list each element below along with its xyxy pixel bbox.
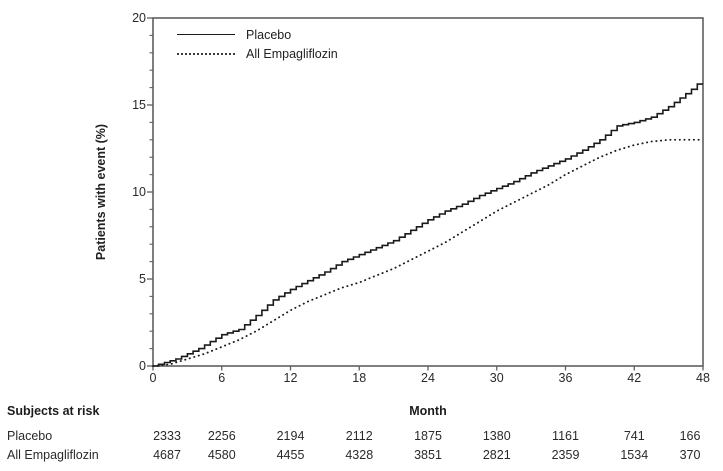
subjects-at-risk-heading: Subjects at risk [7, 404, 100, 418]
x-axis-title: Month [409, 404, 447, 418]
risk-count: 4580 [207, 448, 236, 462]
y-tick-label: 15 [132, 98, 146, 112]
risk-count: 1161 [552, 429, 579, 443]
risk-count: 2256 [207, 429, 236, 443]
x-tick-label: 48 [696, 371, 710, 385]
risk-count: 1380 [482, 429, 511, 443]
x-tick-label: 0 [149, 371, 157, 385]
x-tick-label: 30 [489, 371, 504, 385]
y-tick-label: 5 [139, 272, 146, 286]
y-tick-label: 20 [132, 11, 146, 25]
risk-row-label-empagliflozin: All Empagliflozin [7, 448, 99, 462]
legend-label-placebo: Placebo [246, 27, 292, 42]
legend: Placebo All Empagliflozin [177, 25, 338, 63]
x-tick-label: 36 [558, 371, 573, 385]
risk-count: 1534 [620, 448, 649, 462]
x-tick-label: 24 [421, 371, 435, 385]
risk-count: 741 [623, 429, 645, 443]
legend-item-placebo: Placebo [177, 25, 338, 44]
y-tick-label: 0 [139, 359, 146, 373]
y-tick-label: 10 [132, 185, 146, 199]
legend-solid-line-sample [177, 34, 235, 35]
risk-count: 370 [679, 448, 701, 462]
risk-count: 4328 [345, 448, 374, 462]
risk-count: 2359 [551, 448, 580, 462]
legend-label-empagliflozin: All Empagliflozin [246, 46, 338, 61]
legend-item-empagliflozin: All Empagliflozin [177, 44, 338, 63]
risk-count: 2194 [276, 429, 305, 443]
x-tick-label: 6 [218, 371, 226, 385]
x-tick-label: 42 [627, 371, 642, 385]
x-tick-label: 12 [283, 371, 298, 385]
risk-count: 1875 [414, 429, 442, 443]
risk-row-label-placebo: Placebo [7, 429, 53, 443]
risk-count: 3851 [414, 448, 442, 462]
risk-count: 4455 [276, 448, 305, 462]
risk-count: 4687 [153, 448, 181, 462]
empagliflozin-curve [152, 138, 704, 367]
legend-dotted-line-sample [177, 52, 235, 55]
x-tick-label: 18 [352, 371, 367, 385]
risk-count: 166 [679, 429, 701, 443]
plot-frame [152, 17, 704, 367]
risk-count: 2821 [482, 448, 511, 462]
risk-count: 2333 [153, 429, 181, 443]
risk-count: 2112 [345, 429, 373, 443]
placebo-curve [153, 83, 703, 367]
